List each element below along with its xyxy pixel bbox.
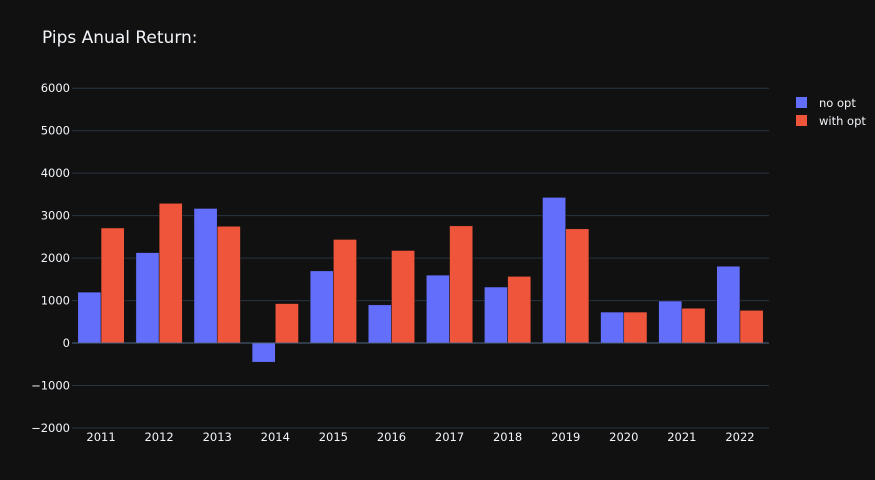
- y-tick-label: 5000: [41, 124, 70, 138]
- bar-no-opt-2011[interactable]: [77, 291, 102, 344]
- bar-no-opt-2020[interactable]: [600, 311, 625, 344]
- x-tick-label: 2017: [435, 430, 464, 444]
- y-tick-label: 3000: [41, 209, 70, 223]
- legend[interactable]: no opt with opt: [796, 96, 866, 128]
- bar-no-opt-2015[interactable]: [309, 270, 334, 344]
- bar-with-opt-2014[interactable]: [275, 303, 299, 344]
- bar-no-opt-2016[interactable]: [367, 304, 392, 344]
- bar-with-opt-2020[interactable]: [623, 311, 648, 344]
- bar-no-opt-2014[interactable]: [251, 342, 276, 363]
- legend-swatch: [796, 97, 807, 108]
- x-tick-label: 2012: [144, 430, 173, 444]
- x-tick-label: 2015: [319, 430, 348, 444]
- x-tick-label: 2014: [261, 430, 290, 444]
- bar-with-opt-2022[interactable]: [739, 310, 764, 344]
- legend-item-with-opt[interactable]: with opt: [796, 114, 866, 128]
- x-tick-label: 2022: [725, 430, 754, 444]
- bar-with-opt-2021[interactable]: [681, 307, 706, 344]
- x-tick-label: 2011: [86, 430, 115, 444]
- bar-layer: [77, 197, 764, 363]
- bar-with-opt-2011[interactable]: [100, 227, 125, 344]
- grid-layer: [72, 87, 769, 429]
- legend-swatch: [796, 115, 807, 126]
- bar-no-opt-2022[interactable]: [716, 265, 741, 344]
- legend-label: with opt: [819, 114, 866, 128]
- y-tick-label: 2000: [41, 251, 70, 265]
- bar-no-opt-2018[interactable]: [484, 286, 508, 344]
- x-tick-label: 2013: [203, 430, 232, 444]
- bar-no-opt-2013[interactable]: [193, 208, 218, 344]
- x-tick-label: 2020: [609, 430, 638, 444]
- y-tick-label: 1000: [41, 294, 70, 308]
- bar-no-opt-2017[interactable]: [426, 274, 450, 344]
- y-tick-label: −2000: [31, 421, 70, 435]
- bar-with-opt-2015[interactable]: [333, 239, 357, 344]
- bar-with-opt-2013[interactable]: [216, 226, 241, 344]
- chart-title: Pips Anual Return:: [42, 28, 198, 48]
- y-tick-label: 0: [63, 336, 70, 350]
- bar-no-opt-2019[interactable]: [542, 197, 566, 344]
- x-tick-label: 2016: [377, 430, 406, 444]
- x-tick-label: 2019: [551, 430, 580, 444]
- y-tick-label: −1000: [31, 379, 70, 393]
- y-tick-label: 6000: [41, 81, 70, 95]
- x-tick-label: 2021: [667, 430, 696, 444]
- y-tick-label: 4000: [41, 166, 70, 180]
- bar-no-opt-2012[interactable]: [135, 252, 160, 344]
- legend-label: no opt: [819, 96, 856, 110]
- bar-with-opt-2018[interactable]: [507, 276, 532, 344]
- bar-with-opt-2012[interactable]: [158, 203, 183, 344]
- legend-item-no-opt[interactable]: no opt: [796, 96, 856, 110]
- bar-with-opt-2016[interactable]: [391, 250, 415, 344]
- x-tick-label: 2018: [493, 430, 522, 444]
- bar-with-opt-2019[interactable]: [565, 228, 590, 344]
- axis-layer: −2000 −1000 0 1000 2000 3000 4000 5000 6000 2011 2…: [31, 81, 769, 444]
- bar-no-opt-2021[interactable]: [658, 300, 683, 344]
- bar-with-opt-2017[interactable]: [449, 225, 474, 344]
